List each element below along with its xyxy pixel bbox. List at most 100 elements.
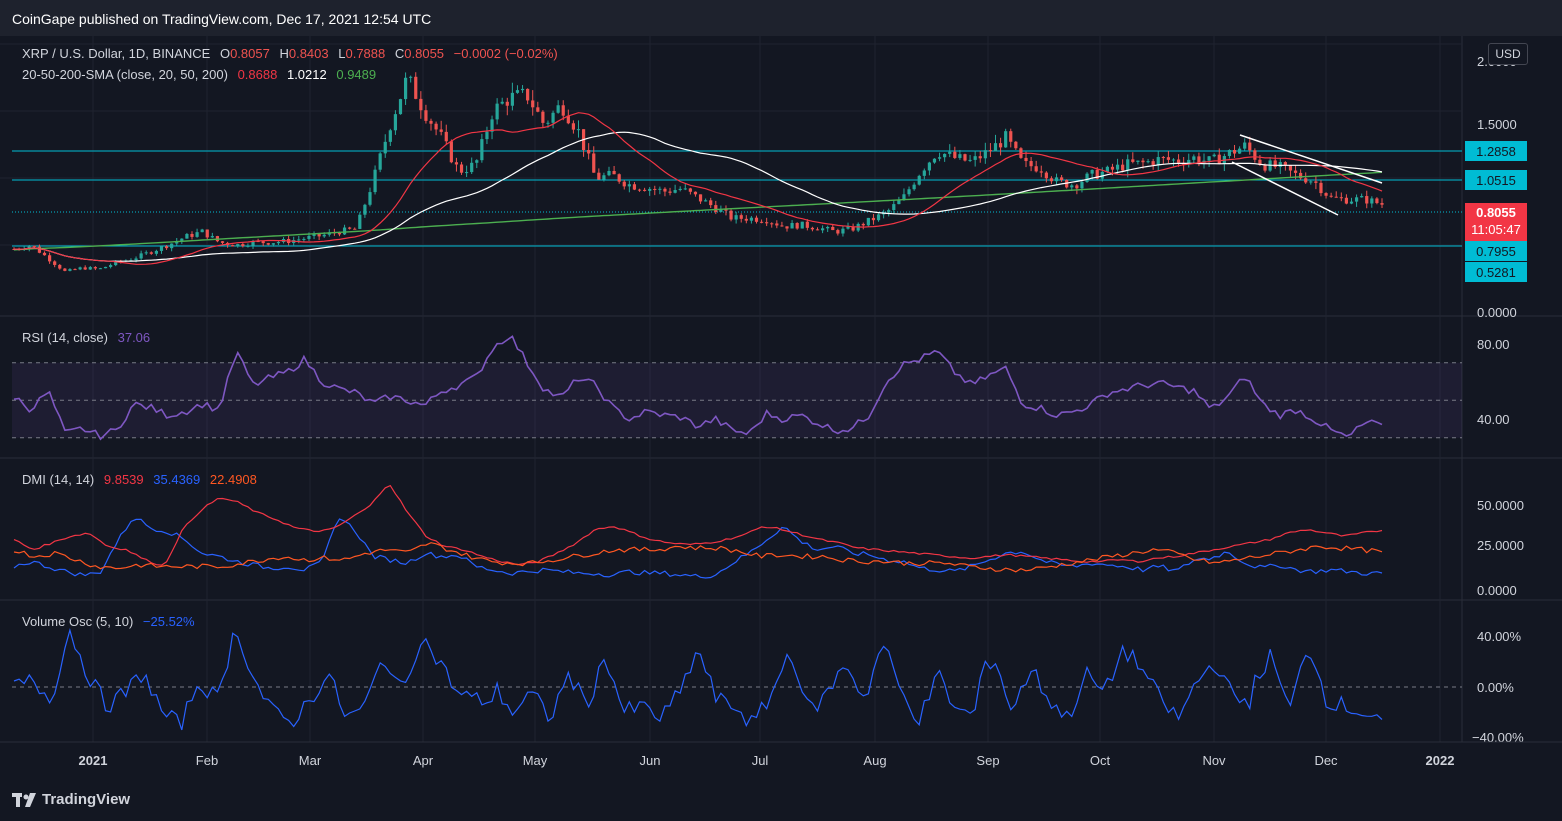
candle-body-226 bbox=[1161, 157, 1165, 159]
candle-body-219 bbox=[1126, 159, 1130, 171]
candle-body-33 bbox=[180, 238, 184, 242]
candle-body-139 bbox=[719, 209, 723, 212]
candle-body-14 bbox=[83, 267, 87, 270]
candle-body-101 bbox=[526, 88, 530, 101]
candle-body-263 bbox=[1349, 201, 1354, 204]
candle-body-136 bbox=[704, 200, 708, 202]
candle-body-147 bbox=[759, 221, 764, 223]
candle-body-208 bbox=[1070, 185, 1074, 188]
candle-body-99 bbox=[515, 90, 520, 93]
candle-body-188 bbox=[968, 159, 972, 161]
candle-body-204 bbox=[1049, 178, 1054, 182]
sma20-value: 0.8688 bbox=[237, 67, 278, 82]
candle-body-140 bbox=[724, 209, 728, 211]
dmi-tick-2: 0.0000 bbox=[1477, 583, 1517, 598]
candle-body-177 bbox=[912, 184, 916, 190]
candle-body-156 bbox=[805, 221, 809, 228]
candle-body-254 bbox=[1304, 178, 1308, 183]
candle-body-185 bbox=[953, 151, 957, 158]
candle-body-165 bbox=[851, 226, 855, 231]
vol-osc-line bbox=[13, 627, 1383, 731]
candle-body-213 bbox=[1095, 169, 1099, 179]
currency-button[interactable]: USD bbox=[1488, 43, 1528, 65]
candle-body-187 bbox=[963, 154, 967, 161]
candle-body-31 bbox=[170, 243, 174, 249]
rsi-name: RSI (14, close) bbox=[22, 330, 108, 345]
candle-body-264 bbox=[1354, 197, 1359, 202]
x-tick-2021: 2021 bbox=[79, 753, 108, 768]
close-value: 0.8055 bbox=[404, 46, 445, 61]
candle-body-119 bbox=[617, 174, 621, 182]
candle-body-183 bbox=[943, 153, 947, 158]
candle-body-193 bbox=[993, 143, 998, 152]
countdown-value: 11:05:47 bbox=[1471, 222, 1521, 237]
candle-body-151 bbox=[780, 225, 784, 227]
candle-body-269 bbox=[1380, 203, 1384, 205]
candle-body-51 bbox=[271, 243, 275, 245]
candle-body-164 bbox=[846, 226, 850, 229]
candle-body-65 bbox=[342, 227, 347, 235]
candle-body-17 bbox=[98, 268, 103, 270]
candle-body-41 bbox=[220, 241, 225, 243]
candle-body-37 bbox=[200, 229, 204, 233]
chart-area[interactable]: 2021 Feb Mar Apr May Jun Jul Aug Sep Oct Nov Dec 202… bbox=[0, 36, 1562, 786]
candle-body-19 bbox=[109, 265, 113, 267]
candle-body-116 bbox=[602, 175, 606, 180]
price-tick-2: 0.0000 bbox=[1477, 305, 1517, 320]
x-tick-Aug: Aug bbox=[863, 753, 886, 768]
candle-body-244 bbox=[1253, 150, 1257, 160]
candle-body-52 bbox=[276, 242, 281, 244]
candle-body-78 bbox=[409, 76, 413, 78]
candle-body-178 bbox=[917, 175, 921, 185]
candle-body-232 bbox=[1192, 156, 1196, 160]
candle-body-228 bbox=[1171, 159, 1176, 161]
candle-body-255 bbox=[1309, 181, 1313, 183]
level-label-3: 0.5281 bbox=[1476, 265, 1516, 280]
candle-body-16 bbox=[93, 267, 97, 269]
candle-body-237 bbox=[1217, 154, 1221, 165]
candle-body-100 bbox=[520, 88, 525, 91]
candle-body-262 bbox=[1344, 197, 1349, 204]
high-value: 0.8403 bbox=[288, 46, 329, 61]
candle-body-205 bbox=[1054, 177, 1059, 182]
candle-body-203 bbox=[1044, 172, 1048, 179]
candle-body-179 bbox=[922, 170, 926, 176]
dmi-tick-1: 25.0000 bbox=[1477, 538, 1524, 553]
candle-body-96 bbox=[500, 101, 504, 104]
candle-body-12 bbox=[73, 269, 77, 271]
candle-body-145 bbox=[749, 217, 753, 221]
x-tick-Mar: Mar bbox=[299, 753, 322, 768]
candle-body-194 bbox=[998, 143, 1003, 148]
tradingview-brand: TradingView bbox=[42, 791, 131, 808]
candle-body-128 bbox=[663, 188, 667, 192]
candle-body-90 bbox=[470, 162, 474, 173]
vol-tick-1: 0.00% bbox=[1477, 680, 1514, 695]
rsi-tick-0: 80.00 bbox=[1477, 337, 1510, 352]
x-tick-Apr: Apr bbox=[413, 753, 434, 768]
candle-body-231 bbox=[1187, 159, 1191, 165]
header-bar: CoinGape published on TradingView.com, D… bbox=[0, 0, 1562, 36]
candle-body-81 bbox=[424, 110, 428, 121]
candle-body-69 bbox=[363, 204, 367, 215]
candle-body-92 bbox=[480, 139, 484, 161]
candle-body-61 bbox=[322, 234, 326, 237]
candle-body-85 bbox=[444, 131, 448, 142]
dmi-name: DMI (14, 14) bbox=[22, 472, 95, 487]
candle-body-236 bbox=[1212, 154, 1216, 157]
candle-body-74 bbox=[388, 130, 392, 142]
candle-body-257 bbox=[1319, 182, 1323, 194]
candle-body-251 bbox=[1288, 165, 1293, 171]
candle-body-146 bbox=[754, 217, 759, 222]
vol-tick-0: 40.00% bbox=[1477, 629, 1522, 644]
candle-body-162 bbox=[836, 230, 840, 234]
candle-body-98 bbox=[510, 92, 514, 106]
candle-body-196 bbox=[1009, 131, 1013, 142]
candle-body-259 bbox=[1329, 195, 1333, 197]
candle-body-158 bbox=[815, 229, 820, 231]
candle-body-126 bbox=[653, 188, 657, 190]
candle-body-120 bbox=[622, 181, 626, 187]
dmi-legend: DMI (14, 14) 9.8539 35.4369 22.4908 bbox=[22, 472, 263, 487]
candle-body-261 bbox=[1339, 197, 1343, 199]
candle-body-172 bbox=[887, 210, 891, 213]
candle-body-182 bbox=[937, 157, 942, 159]
